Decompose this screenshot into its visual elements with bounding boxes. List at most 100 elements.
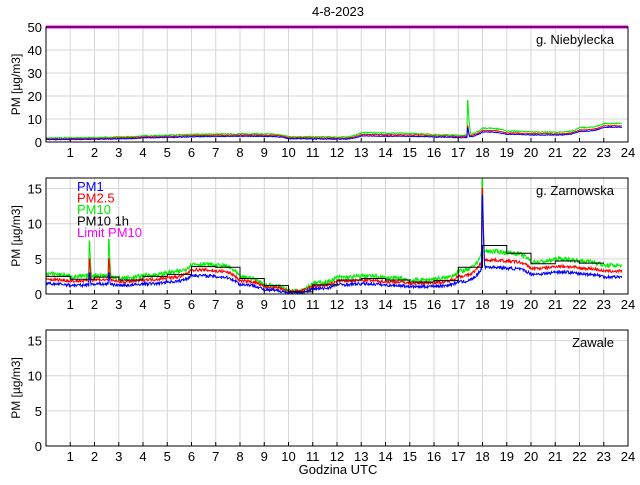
x-tick-label: 14 [378,145,392,160]
x-tick-label: 15 [403,145,417,160]
legend-entry: PM10 [77,202,111,217]
x-tick-label: 15 [403,297,417,312]
x-tick-label: 24 [621,449,635,464]
legend-entry: PM2.5 [77,191,115,206]
y-axis-label: PM [µg/m3] [9,357,23,419]
x-tick-label: 14 [378,297,392,312]
chart-title: 4-8-2023 [312,4,364,19]
y-tick-label: 20 [28,89,42,104]
x-tick-label: 2 [91,449,98,464]
x-tick-label: 24 [621,145,635,160]
legend-entry: PM1 [77,179,104,194]
y-tick-label: 0 [35,439,42,454]
x-tick-label: 8 [236,145,243,160]
x-tick-label: 17 [451,449,465,464]
x-tick-label: 20 [524,449,538,464]
legend-entry: PM10 1h [77,214,129,229]
x-tick-label: 9 [261,449,268,464]
x-axis-label: Godzina UTC [299,462,378,477]
y-tick-label: 0 [35,135,42,150]
panel-g-niebylecka: 1 2 3 4 5 6 7 8 9 10 11 12 13 14 15 16 17 18 19 20 21 22 23 240… [9,20,635,160]
y-tick-label: 50 [28,20,42,35]
x-tick-label: 21 [548,449,562,464]
x-tick-label: 13 [354,449,368,464]
x-tick-label: 7 [212,297,219,312]
x-tick-label: 5 [164,449,171,464]
x-tick-label: 11 [306,297,320,312]
y-tick-label: 0 [35,287,42,302]
x-tick-label: 1 [67,297,74,312]
x-tick-label: 10 [281,449,295,464]
x-tick-label: 5 [164,297,171,312]
x-tick-label: 5 [164,145,171,160]
x-tick-label: 3 [115,449,122,464]
x-tick-label: 4 [139,449,146,464]
x-tick-label: 12 [330,297,344,312]
x-tick-label: 23 [597,449,611,464]
y-tick-label: 30 [28,66,42,81]
x-tick-label: 10 [281,297,295,312]
x-tick-label: 16 [427,449,441,464]
panel-zawale: 1 2 3 4 5 6 7 8 9 10 11 12 13 14 15 16 17 18 19 20 21 22 23 240… [9,329,635,464]
x-tick-label: 1 [67,449,74,464]
series-pm10-1h-line [46,244,604,293]
x-tick-label: 7 [212,449,219,464]
x-tick-label: 9 [261,297,268,312]
x-tick-label: 13 [354,297,368,312]
y-tick-label: 15 [28,182,42,197]
x-tick-label: 11 [306,145,320,160]
series-pm10-line [46,178,623,294]
x-tick-label: 19 [500,297,514,312]
x-tick-label: 22 [572,297,586,312]
x-tick-label: 23 [597,145,611,160]
axes-box [45,26,629,143]
x-tick-label: 8 [236,297,243,312]
y-tick-label: 10 [28,217,42,232]
x-tick-label: 8 [236,449,243,464]
x-tick-label: 9 [261,145,268,160]
x-tick-label: 24 [621,297,635,312]
y-axis-label: PM [µg/m3] [9,54,23,116]
x-tick-label: 6 [188,449,195,464]
x-tick-label: 20 [524,145,538,160]
x-tick-label: 1 [67,145,74,160]
y-tick-label: 5 [35,252,42,267]
x-tick-label: 19 [500,449,514,464]
x-tick-label: 15 [403,449,417,464]
y-tick-label: 10 [28,112,42,127]
y-tick-label: 15 [28,334,42,349]
x-tick-label: 12 [330,145,344,160]
x-tick-label: 3 [115,297,122,312]
y-axis-label: PM [µg/m3] [9,205,23,267]
x-tick-label: 3 [115,145,122,160]
x-tick-label: 22 [572,145,586,160]
station-label: g. Zarnowska [536,183,615,198]
y-tick-label: 10 [28,369,42,384]
station-label: Zawale [572,335,614,350]
x-tick-label: 2 [91,297,98,312]
x-tick-label: 6 [188,145,195,160]
x-tick-label: 14 [378,449,392,464]
x-tick-label: 10 [281,145,295,160]
panel-g-zarnowska: 1 2 3 4 5 6 7 8 9 10 11 12 13 14 15 16 17 18 19 20 21 22 23 240… [9,177,635,312]
station-label: g. Niebylecka [536,32,615,47]
x-tick-label: 11 [306,449,320,464]
x-tick-label: 18 [475,297,489,312]
x-tick-label: 13 [354,145,368,160]
x-tick-label: 16 [427,297,441,312]
x-tick-label: 18 [475,449,489,464]
x-tick-label: 2 [91,145,98,160]
x-tick-label: 23 [597,297,611,312]
axes-box [45,329,629,447]
y-tick-label: 40 [28,43,42,58]
y-tick-label: 5 [35,404,42,419]
axes-box [45,177,629,295]
x-tick-label: 6 [188,297,195,312]
series-pm1-line [46,126,623,141]
x-tick-label: 21 [548,145,562,160]
x-tick-label: 4 [139,297,146,312]
legend-entry: Limit PM10 [77,225,142,240]
x-tick-label: 7 [212,145,219,160]
x-tick-label: 17 [451,145,465,160]
